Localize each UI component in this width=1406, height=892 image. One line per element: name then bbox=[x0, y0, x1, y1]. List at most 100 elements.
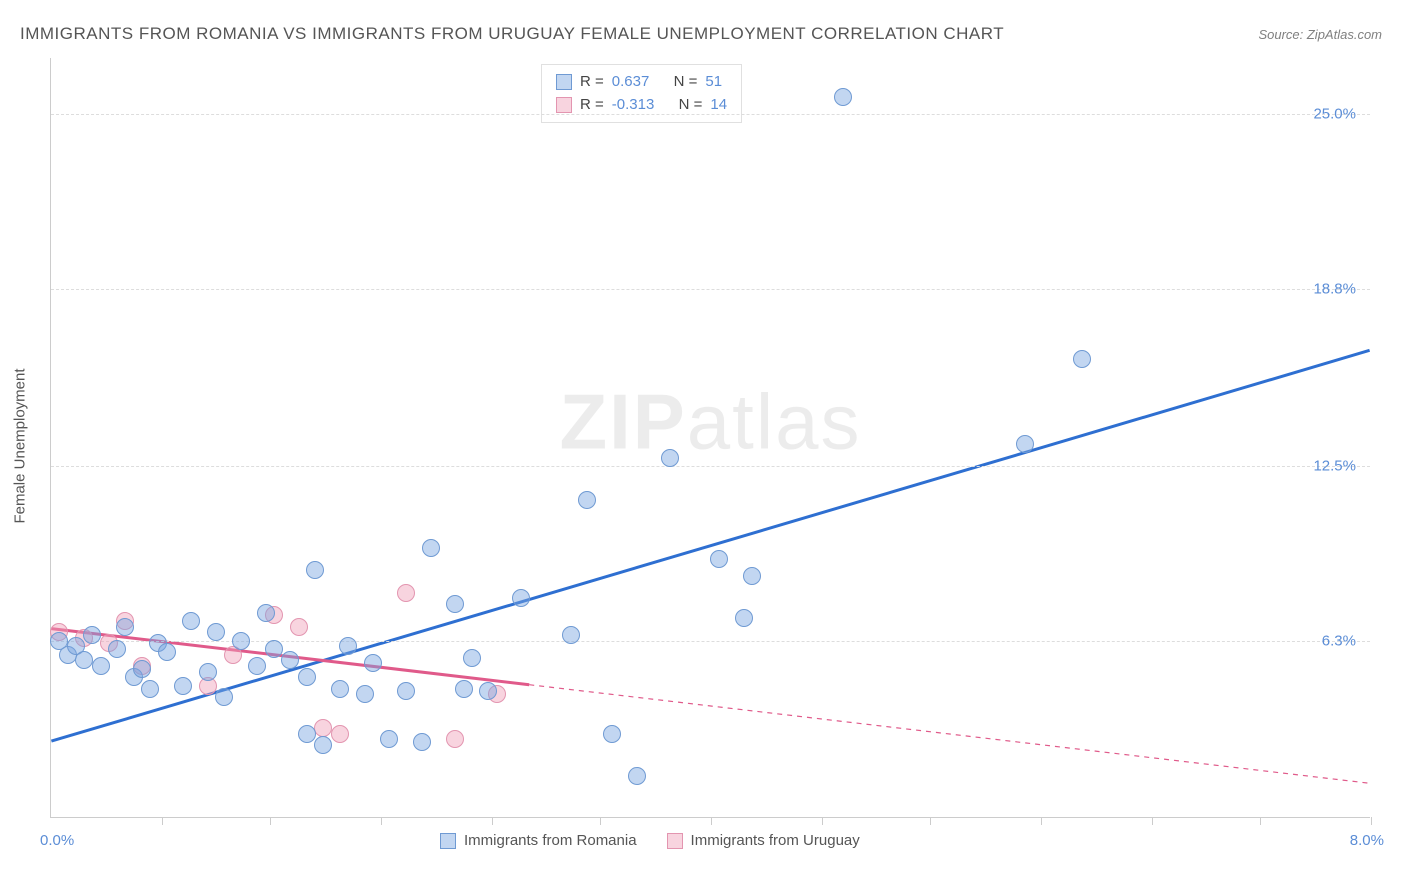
x-tick bbox=[1260, 817, 1261, 825]
gridline bbox=[51, 289, 1370, 290]
scatter-point bbox=[215, 688, 233, 706]
scatter-point bbox=[158, 643, 176, 661]
x-tick bbox=[162, 817, 163, 825]
scatter-point bbox=[92, 657, 110, 675]
y-axis-label: Female Unemployment bbox=[12, 368, 29, 523]
y-tick-label: 6.3% bbox=[1322, 632, 1356, 649]
scatter-point bbox=[397, 682, 415, 700]
x-tick bbox=[822, 817, 823, 825]
scatter-point bbox=[133, 660, 151, 678]
trend-lines-layer bbox=[51, 58, 1370, 817]
scatter-point bbox=[116, 618, 134, 636]
scatter-point bbox=[174, 677, 192, 695]
gridline bbox=[51, 114, 1370, 115]
x-axis-min-label: 0.0% bbox=[40, 832, 74, 849]
stats-legend-row: R = 0.637 N = 51 bbox=[556, 71, 727, 94]
watermark-light: atlas bbox=[687, 378, 862, 466]
scatter-point bbox=[628, 767, 646, 785]
scatter-point bbox=[422, 539, 440, 557]
scatter-point bbox=[1073, 350, 1091, 368]
scatter-point bbox=[1016, 435, 1034, 453]
y-tick-label: 12.5% bbox=[1313, 458, 1356, 475]
x-tick bbox=[381, 817, 382, 825]
scatter-point bbox=[735, 609, 753, 627]
scatter-point bbox=[356, 685, 374, 703]
scatter-point bbox=[397, 584, 415, 602]
scatter-point bbox=[290, 618, 308, 636]
scatter-point bbox=[578, 491, 596, 509]
series-legend: Immigrants from Romania Immigrants from … bbox=[440, 832, 860, 849]
x-axis-max-label: 8.0% bbox=[1350, 832, 1384, 849]
plot-area: ZIPatlas R = 0.637 N = 51 R = -0.313 N =… bbox=[50, 58, 1370, 818]
x-tick bbox=[270, 817, 271, 825]
x-tick bbox=[1371, 817, 1372, 825]
scatter-point bbox=[380, 730, 398, 748]
stat-r-label: R = bbox=[580, 94, 604, 117]
scatter-point bbox=[661, 449, 679, 467]
scatter-point bbox=[199, 663, 217, 681]
legend-swatch-icon bbox=[440, 833, 456, 849]
series-legend-item: Immigrants from Romania bbox=[440, 832, 637, 849]
scatter-point bbox=[182, 612, 200, 630]
stat-n-label: N = bbox=[679, 94, 703, 117]
trend-line bbox=[51, 350, 1369, 741]
scatter-point bbox=[298, 725, 316, 743]
stats-legend-row: R = -0.313 N = 14 bbox=[556, 94, 727, 117]
scatter-point bbox=[339, 637, 357, 655]
x-tick bbox=[600, 817, 601, 825]
scatter-point bbox=[463, 649, 481, 667]
y-tick-label: 25.0% bbox=[1313, 106, 1356, 123]
x-tick bbox=[1152, 817, 1153, 825]
stat-n-label: N = bbox=[674, 71, 698, 94]
scatter-point bbox=[446, 730, 464, 748]
x-tick bbox=[1041, 817, 1042, 825]
scatter-point bbox=[108, 640, 126, 658]
scatter-point bbox=[455, 680, 473, 698]
scatter-point bbox=[364, 654, 382, 672]
scatter-point bbox=[298, 668, 316, 686]
stat-r-label: R = bbox=[580, 71, 604, 94]
scatter-point bbox=[446, 595, 464, 613]
stat-n-value: 14 bbox=[710, 94, 727, 117]
source-attribution: Source: ZipAtlas.com bbox=[1258, 27, 1382, 42]
stat-r-value: 0.637 bbox=[612, 71, 650, 94]
chart-title: IMMIGRANTS FROM ROMANIA VS IMMIGRANTS FR… bbox=[20, 24, 1004, 44]
chart-container: IMMIGRANTS FROM ROMANIA VS IMMIGRANTS FR… bbox=[0, 0, 1406, 892]
scatter-point bbox=[207, 623, 225, 641]
series-legend-label: Immigrants from Uruguay bbox=[691, 832, 860, 849]
scatter-point bbox=[83, 626, 101, 644]
stat-r-value: -0.313 bbox=[612, 94, 655, 117]
scatter-point bbox=[306, 561, 324, 579]
stat-n-value: 51 bbox=[705, 71, 722, 94]
scatter-point bbox=[479, 682, 497, 700]
scatter-point bbox=[743, 567, 761, 585]
scatter-point bbox=[265, 640, 283, 658]
y-tick-label: 18.8% bbox=[1313, 280, 1356, 297]
scatter-point bbox=[710, 550, 728, 568]
scatter-point bbox=[248, 657, 266, 675]
scatter-point bbox=[314, 719, 332, 737]
scatter-point bbox=[834, 88, 852, 106]
scatter-point bbox=[562, 626, 580, 644]
x-tick bbox=[492, 817, 493, 825]
trend-line bbox=[529, 685, 1369, 784]
scatter-point bbox=[281, 651, 299, 669]
watermark: ZIPatlas bbox=[559, 377, 861, 468]
scatter-point bbox=[331, 725, 349, 743]
scatter-point bbox=[314, 736, 332, 754]
scatter-point bbox=[603, 725, 621, 743]
series-legend-label: Immigrants from Romania bbox=[464, 832, 637, 849]
x-tick bbox=[711, 817, 712, 825]
legend-swatch-icon bbox=[667, 833, 683, 849]
scatter-point bbox=[413, 733, 431, 751]
legend-swatch-icon bbox=[556, 97, 572, 113]
x-tick bbox=[930, 817, 931, 825]
scatter-point bbox=[331, 680, 349, 698]
scatter-point bbox=[232, 632, 250, 650]
scatter-point bbox=[75, 651, 93, 669]
gridline bbox=[51, 466, 1370, 467]
series-legend-item: Immigrants from Uruguay bbox=[667, 832, 860, 849]
scatter-point bbox=[512, 589, 530, 607]
scatter-point bbox=[141, 680, 159, 698]
legend-swatch-icon bbox=[556, 74, 572, 90]
